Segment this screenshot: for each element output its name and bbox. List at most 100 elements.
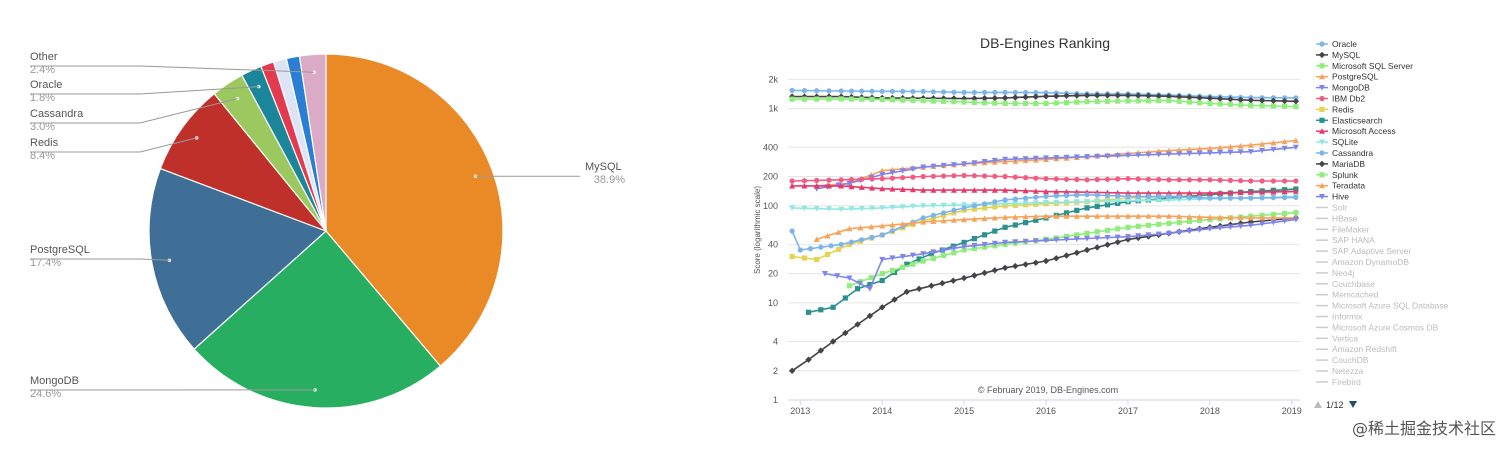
data-point	[1135, 152, 1142, 159]
data-point	[1206, 95, 1214, 102]
data-point	[813, 236, 820, 242]
data-point	[1196, 227, 1203, 233]
data-point	[1196, 190, 1203, 196]
data-point	[971, 236, 977, 242]
data-point	[1156, 193, 1162, 199]
data-point	[1012, 196, 1018, 202]
data-point	[1238, 195, 1244, 201]
data-point	[1012, 222, 1018, 228]
data-point	[1165, 151, 1172, 158]
data-point	[1104, 92, 1111, 99]
data-point	[1270, 97, 1277, 104]
data-point	[1104, 235, 1111, 241]
data-point	[1063, 210, 1070, 216]
data-point	[1166, 177, 1172, 183]
y-axis-label: Score (logarithmic scale)	[753, 186, 762, 274]
data-point	[951, 173, 957, 179]
data-point	[1073, 92, 1080, 99]
callout-line	[30, 86, 259, 95]
data-point	[1165, 197, 1172, 203]
data-point	[930, 218, 937, 224]
data-point	[801, 88, 808, 94]
data-point	[805, 309, 812, 315]
data-point	[941, 212, 947, 219]
data-point	[1023, 220, 1029, 226]
series-cassandra	[789, 192, 1299, 253]
data-point	[1084, 235, 1090, 242]
data-point	[930, 173, 937, 179]
data-point	[821, 271, 828, 277]
data-point	[1063, 92, 1070, 99]
data-point	[1043, 213, 1049, 219]
data-point	[1319, 194, 1325, 200]
data-point	[838, 96, 844, 102]
data-point	[1023, 89, 1029, 96]
data-point	[1063, 100, 1070, 106]
data-point	[1207, 100, 1213, 107]
data-point	[1135, 198, 1142, 204]
legend-item-inactive: Informix	[1332, 312, 1363, 322]
data-point	[941, 173, 947, 179]
data-point	[1155, 197, 1162, 204]
data-point	[879, 205, 886, 211]
data-point	[1282, 195, 1288, 201]
data-point	[868, 275, 874, 281]
x-tick-label: 2013	[790, 406, 810, 416]
data-point	[900, 264, 906, 270]
data-point	[1043, 193, 1049, 199]
data-point	[1063, 199, 1070, 206]
series-line	[816, 146, 1296, 190]
legend-pagination[interactable]: 1/12	[1326, 400, 1344, 410]
data-point	[1084, 177, 1090, 183]
data-point	[1012, 187, 1019, 194]
data-point	[1319, 95, 1325, 102]
data-point	[1207, 195, 1213, 201]
data-point	[1270, 195, 1276, 201]
data-point	[1135, 233, 1142, 239]
data-point	[1125, 234, 1131, 240]
legend-item-inactive: HBase	[1332, 213, 1358, 223]
data-point	[1063, 236, 1070, 243]
data-point	[1032, 200, 1039, 206]
callout-pct: 3.0%	[30, 121, 55, 133]
data-point	[1001, 94, 1009, 102]
legend-item: Redis	[1332, 104, 1354, 114]
legend-item-inactive: SAP Adaptive Server	[1332, 246, 1411, 256]
data-point	[824, 232, 831, 239]
legend-item: MySQL	[1332, 50, 1361, 60]
data-point	[1197, 217, 1203, 224]
data-point	[826, 177, 832, 183]
data-point	[1012, 100, 1018, 107]
pie-slice-1	[193, 230, 442, 409]
data-point	[1002, 89, 1008, 95]
data-point	[1217, 177, 1223, 183]
data-point	[910, 88, 916, 95]
data-point	[789, 87, 795, 93]
legend-item: IBM Db2	[1332, 94, 1365, 104]
callout-pct: 24.6%	[30, 388, 61, 400]
data-point	[1248, 195, 1254, 201]
data-point	[1073, 199, 1080, 205]
data-point	[1135, 223, 1141, 229]
data-point	[801, 255, 807, 261]
data-point	[1197, 195, 1203, 201]
data-point	[1053, 199, 1060, 206]
data-point	[1043, 100, 1049, 107]
x-tick-label: 2017	[1118, 406, 1138, 416]
data-point	[1043, 176, 1049, 182]
data-point	[961, 161, 968, 167]
data-point	[826, 182, 832, 189]
data-point	[916, 256, 922, 262]
data-point	[1114, 234, 1121, 241]
data-point	[928, 251, 934, 257]
data-point	[1032, 188, 1039, 194]
data-point	[920, 203, 927, 209]
data-point	[889, 228, 896, 234]
data-point	[1318, 51, 1326, 59]
data-point	[1114, 238, 1121, 246]
data-point	[1094, 213, 1101, 219]
data-point	[1012, 262, 1019, 270]
data-point	[1002, 201, 1009, 207]
data-point	[1002, 187, 1009, 193]
data-point	[982, 89, 988, 95]
